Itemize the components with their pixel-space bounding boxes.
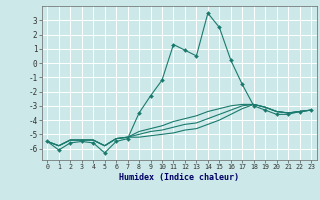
X-axis label: Humidex (Indice chaleur): Humidex (Indice chaleur): [119, 173, 239, 182]
